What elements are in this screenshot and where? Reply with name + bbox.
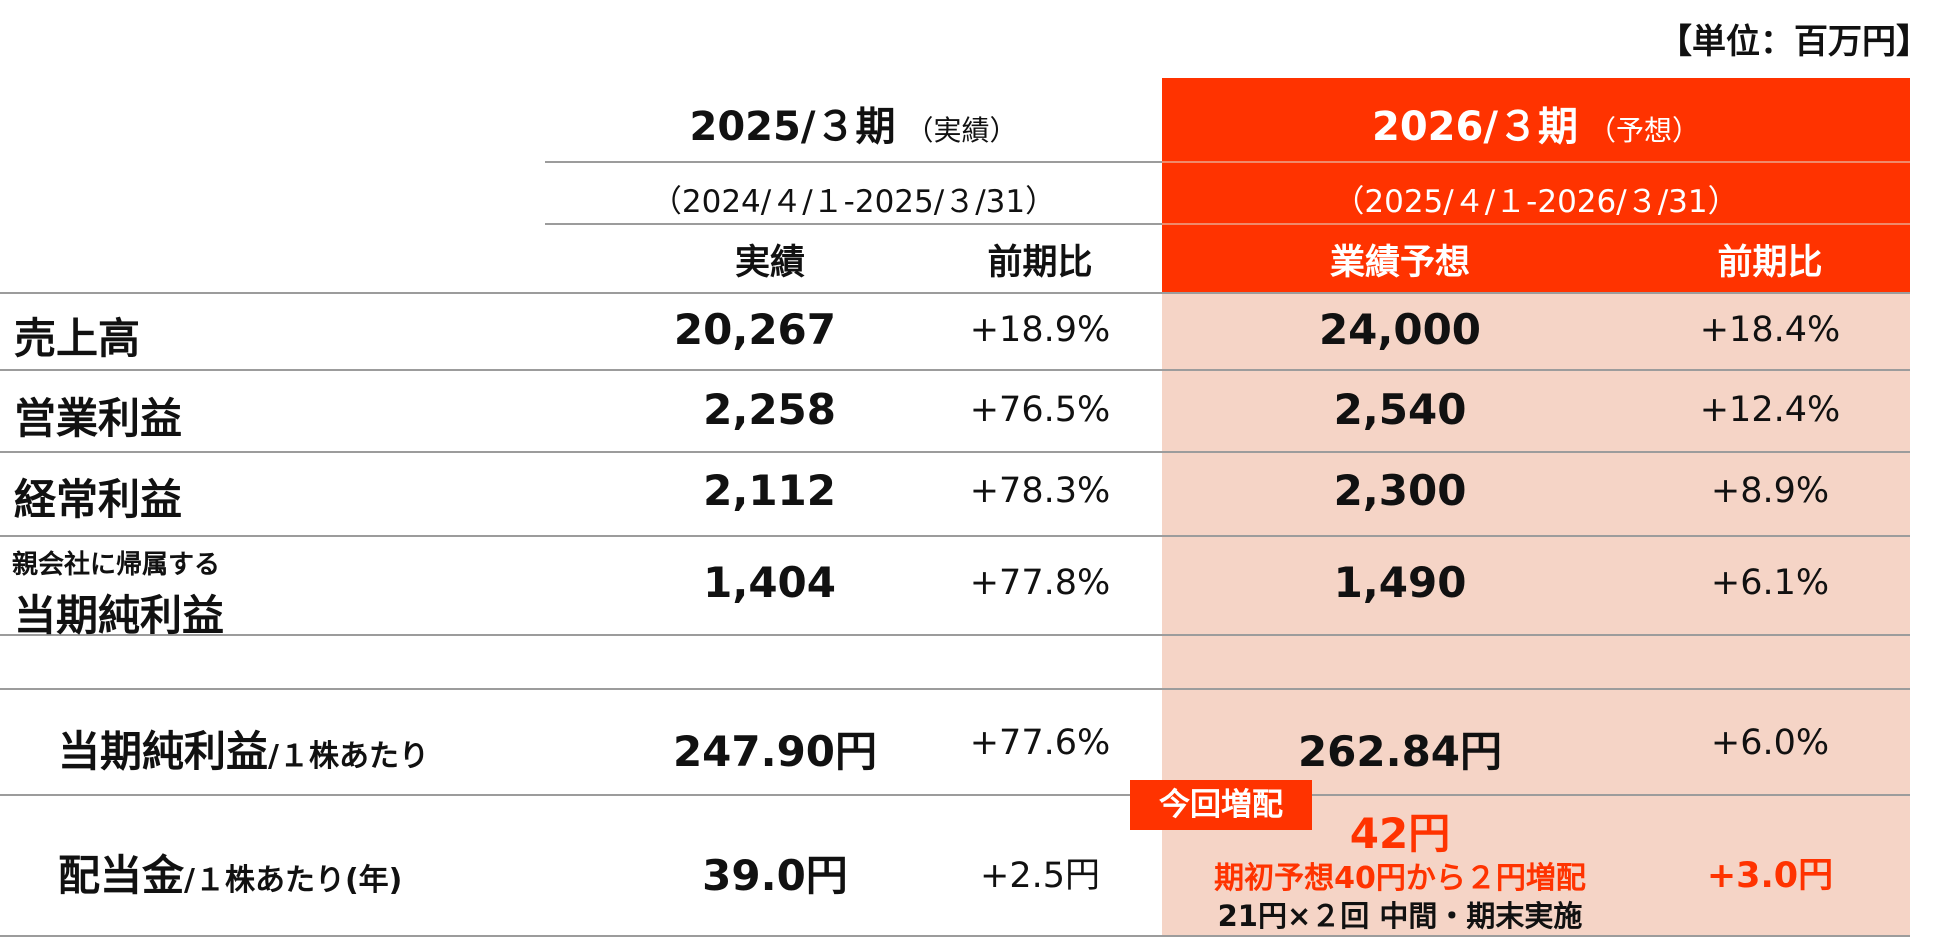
eps-forecast-yoy: +6.0% xyxy=(1710,723,1830,763)
dividend-note-schedule: 21円×２回 中間・期末実施 xyxy=(1217,899,1583,933)
next-period-range: （2025/４/１-2026/３/31） xyxy=(1333,184,1739,220)
eps-label: 当期純利益/１株あたり xyxy=(58,718,429,779)
dividend-actual-yoy: +2.5円 xyxy=(980,856,1100,896)
net-income-actual-yoy: +77.8% xyxy=(969,563,1111,603)
eps-forecast: 262.84円 xyxy=(1297,727,1503,776)
row-label-operating-profit: 営業利益 xyxy=(14,394,183,443)
net-income-forecast: 1,490 xyxy=(1333,558,1467,607)
dividend-note-increase: 期初予想40円から２円増配 xyxy=(1214,861,1586,896)
dividend-increase-tag: 今回増配 xyxy=(1130,780,1312,830)
prev-period-title: 2025/３期 （実績） xyxy=(545,94,1162,152)
divider xyxy=(545,223,1162,225)
ordinary-profit-forecast-yoy: +8.9% xyxy=(1710,471,1830,511)
divider xyxy=(545,161,1162,163)
net-income-forecast-yoy: +6.1% xyxy=(1710,563,1830,603)
row-label-sales: 売上高 xyxy=(14,314,141,363)
eps-label-suffix: /１株あたり xyxy=(268,739,429,774)
next-col-forecast: 業績予想 xyxy=(1329,243,1470,283)
divider xyxy=(0,935,1910,937)
dividend-label: 配当金/１株あたり(年) xyxy=(58,842,402,903)
next-period-year: 2026/３期 xyxy=(1372,104,1578,150)
divider xyxy=(0,292,1910,294)
prev-col-actual: 実績 xyxy=(734,243,805,283)
next-period-title: 2026/３期 （予想） xyxy=(1162,94,1910,152)
ordinary-profit-actual: 2,112 xyxy=(703,466,836,515)
dividend-label-main: 配当金 xyxy=(58,851,185,900)
dividend-forecast-yoy: +3.0円 xyxy=(1706,856,1834,896)
row-label-ordinary-profit: 経常利益 xyxy=(14,475,183,524)
operating-profit-forecast-yoy: +12.4% xyxy=(1699,390,1841,430)
eps-label-main: 当期純利益 xyxy=(58,727,269,776)
dividend-forecast: 42円 xyxy=(1349,809,1451,858)
divider xyxy=(0,794,1910,796)
prev-period-status: （実績） xyxy=(905,114,1018,147)
divider xyxy=(1162,223,1910,225)
sales-forecast-yoy: +18.4% xyxy=(1699,310,1841,350)
sales-actual: 20,267 xyxy=(673,305,836,354)
divider xyxy=(0,634,1910,636)
prev-col-yoy: 前期比 xyxy=(987,243,1093,283)
row-sublabel-net-income: 親会社に帰属する xyxy=(12,550,221,580)
divider xyxy=(1162,161,1910,163)
operating-profit-actual-yoy: +76.5% xyxy=(969,390,1111,430)
operating-profit-actual: 2,258 xyxy=(703,385,836,434)
sales-forecast: 24,000 xyxy=(1318,305,1482,354)
prev-period-range: （2024/４/１-2025/３/31） xyxy=(650,184,1057,220)
eps-actual-yoy: +77.6% xyxy=(969,723,1111,763)
ordinary-profit-actual-yoy: +78.3% xyxy=(969,471,1111,511)
forecast-column-background xyxy=(1162,292,1910,937)
row-label-net-income: 当期純利益 xyxy=(14,591,225,640)
eps-actual: 247.90円 xyxy=(672,727,878,776)
dividend-actual: 39.0円 xyxy=(702,851,848,900)
sales-actual-yoy: +18.9% xyxy=(969,310,1111,350)
divider xyxy=(0,451,1910,453)
divider xyxy=(0,535,1910,537)
forecast-header-background xyxy=(1162,78,1910,292)
divider xyxy=(0,369,1910,371)
net-income-actual: 1,404 xyxy=(703,558,836,607)
ordinary-profit-forecast: 2,300 xyxy=(1333,466,1467,515)
prev-period-year: 2025/３期 xyxy=(689,104,896,150)
dividend-label-suffix: /１株あたり(年) xyxy=(184,863,403,898)
unit-label: 【単位：百万円】 xyxy=(1658,22,1930,62)
next-col-yoy: 前期比 xyxy=(1717,243,1823,283)
divider xyxy=(0,688,1910,690)
operating-profit-forecast: 2,540 xyxy=(1333,385,1467,434)
next-period-status: （予想） xyxy=(1587,114,1700,147)
